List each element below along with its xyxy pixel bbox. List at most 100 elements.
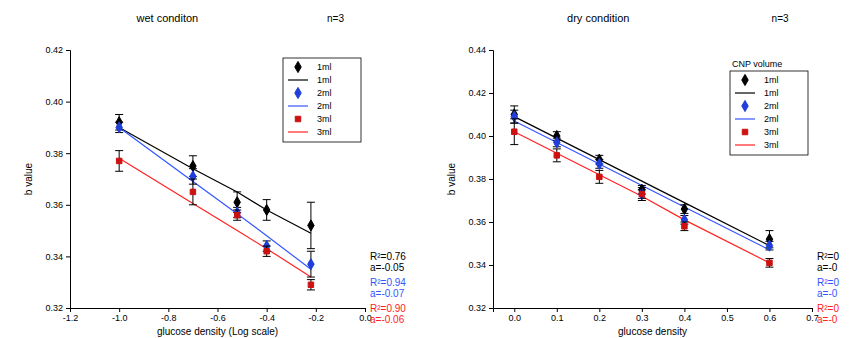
legend-label: 3ml <box>317 114 332 124</box>
tick-mark <box>489 222 493 223</box>
legend-label: 1ml <box>764 88 779 98</box>
tick-mark <box>218 308 219 312</box>
error-cap <box>307 248 315 249</box>
tick-mark <box>489 308 493 309</box>
annotation: a=-0 <box>817 262 838 273</box>
x-tick: 0.4 <box>679 308 692 323</box>
tick-mark <box>66 50 70 51</box>
legend-line <box>735 118 755 119</box>
x-tick: -0.8 <box>161 308 177 323</box>
error-cap <box>680 222 688 223</box>
legend-label: 2ml <box>764 114 779 124</box>
point <box>682 224 687 229</box>
error-cap <box>510 118 518 119</box>
annotation: R²=0.94 <box>370 277 406 288</box>
tick-mark <box>489 265 493 266</box>
tick-label: 0.36 <box>45 200 63 210</box>
chart: dry conditionn=30.00.10.20.30.40.50.60.7… <box>446 12 839 337</box>
error-bar <box>510 119 518 145</box>
tick-label: -1.2 <box>63 313 79 323</box>
error-cap <box>638 200 646 201</box>
error-cap <box>680 230 688 231</box>
annotation: a=-0.07 <box>370 288 405 299</box>
legend-symbol <box>295 61 301 72</box>
error-bar <box>680 222 688 231</box>
legend-label: 2ml <box>317 101 332 111</box>
y-axis: 0.320.340.360.380.400.42 <box>45 45 70 313</box>
point <box>263 204 269 215</box>
tick-label: -0.8 <box>161 313 177 323</box>
y-tick: 0.40 <box>45 97 70 107</box>
error-cap <box>307 279 315 280</box>
error-cap <box>307 251 315 252</box>
tick-mark <box>489 179 493 180</box>
tick-mark <box>769 308 770 312</box>
error-bar <box>638 190 646 199</box>
error-cap <box>233 220 241 221</box>
annotation: R²=0 <box>817 277 839 288</box>
y-tick: 0.38 <box>468 174 493 184</box>
y-tick: 0.38 <box>45 149 70 159</box>
tick-label: 0.42 <box>45 45 63 55</box>
error-cap <box>189 155 197 156</box>
legend-title: CNP volume <box>732 59 782 69</box>
error-cap <box>510 105 518 106</box>
legend-entry: 2ml <box>288 101 332 111</box>
tick-mark <box>812 308 813 312</box>
error-cap <box>765 267 773 268</box>
x-tick: -0.2 <box>309 308 325 323</box>
title: wet conditon <box>135 12 198 24</box>
y-tick: 0.42 <box>45 45 70 55</box>
error-bar <box>263 200 271 221</box>
error-cap <box>307 202 315 203</box>
figure: wet conditonn=3-1.2-1.0-0.8-0.6-0.4-0.20… <box>0 0 849 338</box>
error-cap <box>189 168 197 169</box>
tick-label: 0.3 <box>636 313 649 323</box>
tick-label: -1.0 <box>112 313 128 323</box>
point <box>190 189 195 194</box>
legend-line <box>735 144 755 145</box>
tick-label: 0.2 <box>594 313 607 323</box>
legend-entry: 3ml <box>735 140 779 150</box>
error-cap <box>263 199 271 200</box>
y-axis: 0.320.340.360.380.400.420.44 <box>468 45 493 313</box>
legend-symbol <box>742 74 748 85</box>
legend-entry: 1ml <box>742 74 779 85</box>
legend-line <box>288 79 308 80</box>
tick-mark <box>119 308 120 312</box>
legend-box <box>730 71 808 155</box>
error-bar <box>189 179 197 205</box>
y-tick: 0.34 <box>468 260 493 270</box>
title: dry condition <box>567 12 629 24</box>
axis-line <box>494 309 813 313</box>
legend-label: 1ml <box>317 62 332 72</box>
y-tick: 0.36 <box>468 217 493 227</box>
tick-label: 0.6 <box>764 313 777 323</box>
point <box>596 158 602 169</box>
axis-line <box>66 51 71 309</box>
point <box>681 204 687 215</box>
point <box>308 259 314 270</box>
y-tick: 0.42 <box>468 88 493 98</box>
tick-mark <box>489 50 493 51</box>
fit-line <box>119 158 311 277</box>
tick-label: 0.34 <box>45 252 63 262</box>
tick-label: -0.2 <box>309 313 325 323</box>
error-bar <box>638 188 646 201</box>
legend-label: 2ml <box>317 88 332 98</box>
axis-line <box>71 309 366 313</box>
point <box>116 122 122 133</box>
x-tick: -1.2 <box>63 308 79 323</box>
fit-line <box>119 127 311 269</box>
tick-label: 0.38 <box>45 149 63 159</box>
error-cap <box>115 171 123 172</box>
error-cap <box>638 187 646 188</box>
tick-label: 0.34 <box>468 260 486 270</box>
legend-label: 1ml <box>317 75 332 85</box>
error-cap <box>553 148 561 149</box>
y-axis-title: b value <box>446 162 457 195</box>
legend-line <box>735 92 755 93</box>
y-axis-title: b value <box>23 162 34 195</box>
error-cap <box>307 277 315 278</box>
error-cap <box>765 230 773 231</box>
